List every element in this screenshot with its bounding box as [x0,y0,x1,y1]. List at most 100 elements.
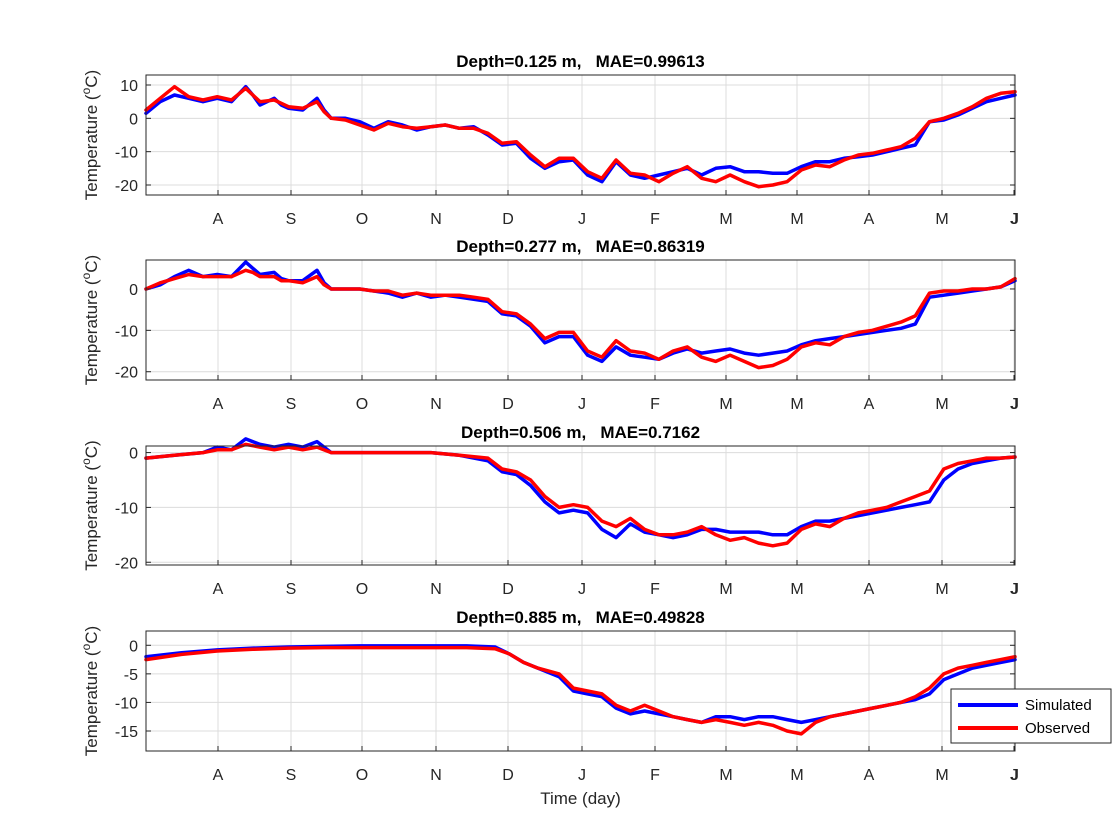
y-axis-label-text: Temperature ( [82,279,101,385]
panel-title: Depth=0.277 m, MAE=0.86319 [456,237,705,256]
x-tick-label: M [935,396,948,413]
x-tick-label: F [650,396,660,413]
x-tick-label: A [213,211,224,228]
x-tick-label: M [935,211,948,228]
x-tick-label: F [650,581,660,598]
x-tick-label: J [1011,581,1019,598]
x-tick-label: M [719,211,732,228]
y-axis-label: Temperature (oC) [79,626,101,756]
series-line-observed [144,442,1017,548]
x-tick-label: A [864,581,875,598]
x-tick-label: M [790,581,803,598]
y-axis-label-end: C) [82,440,101,458]
axes-box [145,445,1016,566]
series-line-observed [144,645,1017,736]
y-axis-label-sup: o [79,643,93,650]
y-axis-label: Temperature (oC) [79,70,101,200]
x-tick-label: O [356,767,368,784]
y-tick-label: 0 [129,446,138,463]
plot-area [146,75,1015,195]
series-line-simulated [144,437,1017,540]
x-tick-label: A [213,767,224,784]
x-tick-label: F [650,767,660,784]
x-tick-label: A [864,211,875,228]
y-tick-label: 0 [129,111,138,128]
x-tick-label: M [719,767,732,784]
x-tick-label: J [1011,396,1019,413]
legend-label-observed: Observed [1025,720,1090,737]
x-tick-label: N [430,396,442,413]
x-tick-label: A [213,581,224,598]
y-tick-label: 0 [129,282,138,299]
series-line-simulated [144,260,1017,364]
x-tick-label: D [502,211,514,228]
y-axis-label-end: C) [82,626,101,644]
series-line-observed [144,268,1017,370]
panel-title: Depth=0.885 m, MAE=0.49828 [456,608,705,627]
x-tick-label: J [578,396,586,413]
x-tick-label: O [356,581,368,598]
y-tick-label: -20 [115,178,138,195]
x-tick-label: M [935,767,948,784]
legend-label-simulated: Simulated [1025,697,1092,714]
x-tick-label: M [719,581,732,598]
x-axis-label: Time (day) [540,789,621,808]
legend: Simulated Observed [950,688,1112,744]
y-tick-label: -5 [124,667,138,684]
y-axis-label-sup: o [79,272,93,279]
x-tick-label: J [1011,767,1019,784]
x-tick-label: S [286,767,297,784]
y-axis-label-sup: o [79,87,93,94]
axes-box [145,74,1016,196]
panels-group: 10 0 -10 -20 A S O N D J F M M A M J J Depth=0.125 m, MAE… [79,52,1019,784]
x-tick-label: J [1010,211,1018,228]
x-tick-label: O [356,211,368,228]
x-tick-label: J [578,581,586,598]
x-tick-label: J [578,767,586,784]
x-tick-label: S [286,581,297,598]
y-tick-label: -10 [115,500,138,517]
y-axis-label-text: Temperature ( [82,465,101,571]
y-axis-label-text: Temperature ( [82,94,101,200]
y-axis-label-end: C) [82,255,101,273]
x-tick-label: M [790,396,803,413]
y-tick-label: -20 [115,555,138,572]
x-tick-label: M [790,211,803,228]
x-tick-label: F [650,211,660,228]
x-tick-label: N [430,211,442,228]
x-tick-label: M [790,767,803,784]
y-axis-label: Temperature (oC) [79,440,101,570]
y-tick-label: 10 [120,78,138,95]
x-tick-label: A [864,767,875,784]
x-tick-label: J [1011,211,1019,228]
x-tick-label: J [1010,581,1018,598]
x-tick-label: D [502,581,514,598]
x-tick-label: M [719,396,732,413]
x-tick-label: S [286,396,297,413]
x-tick-label: S [286,211,297,228]
y-tick-label: 0 [129,638,138,655]
y-axis-label-end: C) [82,70,101,88]
x-tick-label: A [213,396,224,413]
y-axis-label-sup: o [79,458,93,465]
x-tick-label: M [935,581,948,598]
x-tick-label: D [502,396,514,413]
x-tick-label: D [502,767,514,784]
x-tick-label: N [430,581,442,598]
axes-box [145,259,1016,381]
y-tick-label: -20 [115,365,138,382]
panel-title: Depth=0.125 m, MAE=0.99613 [456,52,705,71]
y-tick-label: -10 [115,323,138,340]
x-tick-label: J [578,211,586,228]
x-tick-label: O [356,396,368,413]
x-tick-label: J [1010,396,1018,413]
y-tick-label: -10 [115,695,138,712]
x-tick-label: A [864,396,875,413]
panel-title: Depth=0.506 m, MAE=0.7162 [461,423,700,442]
y-axis-label-text: Temperature ( [82,650,101,756]
